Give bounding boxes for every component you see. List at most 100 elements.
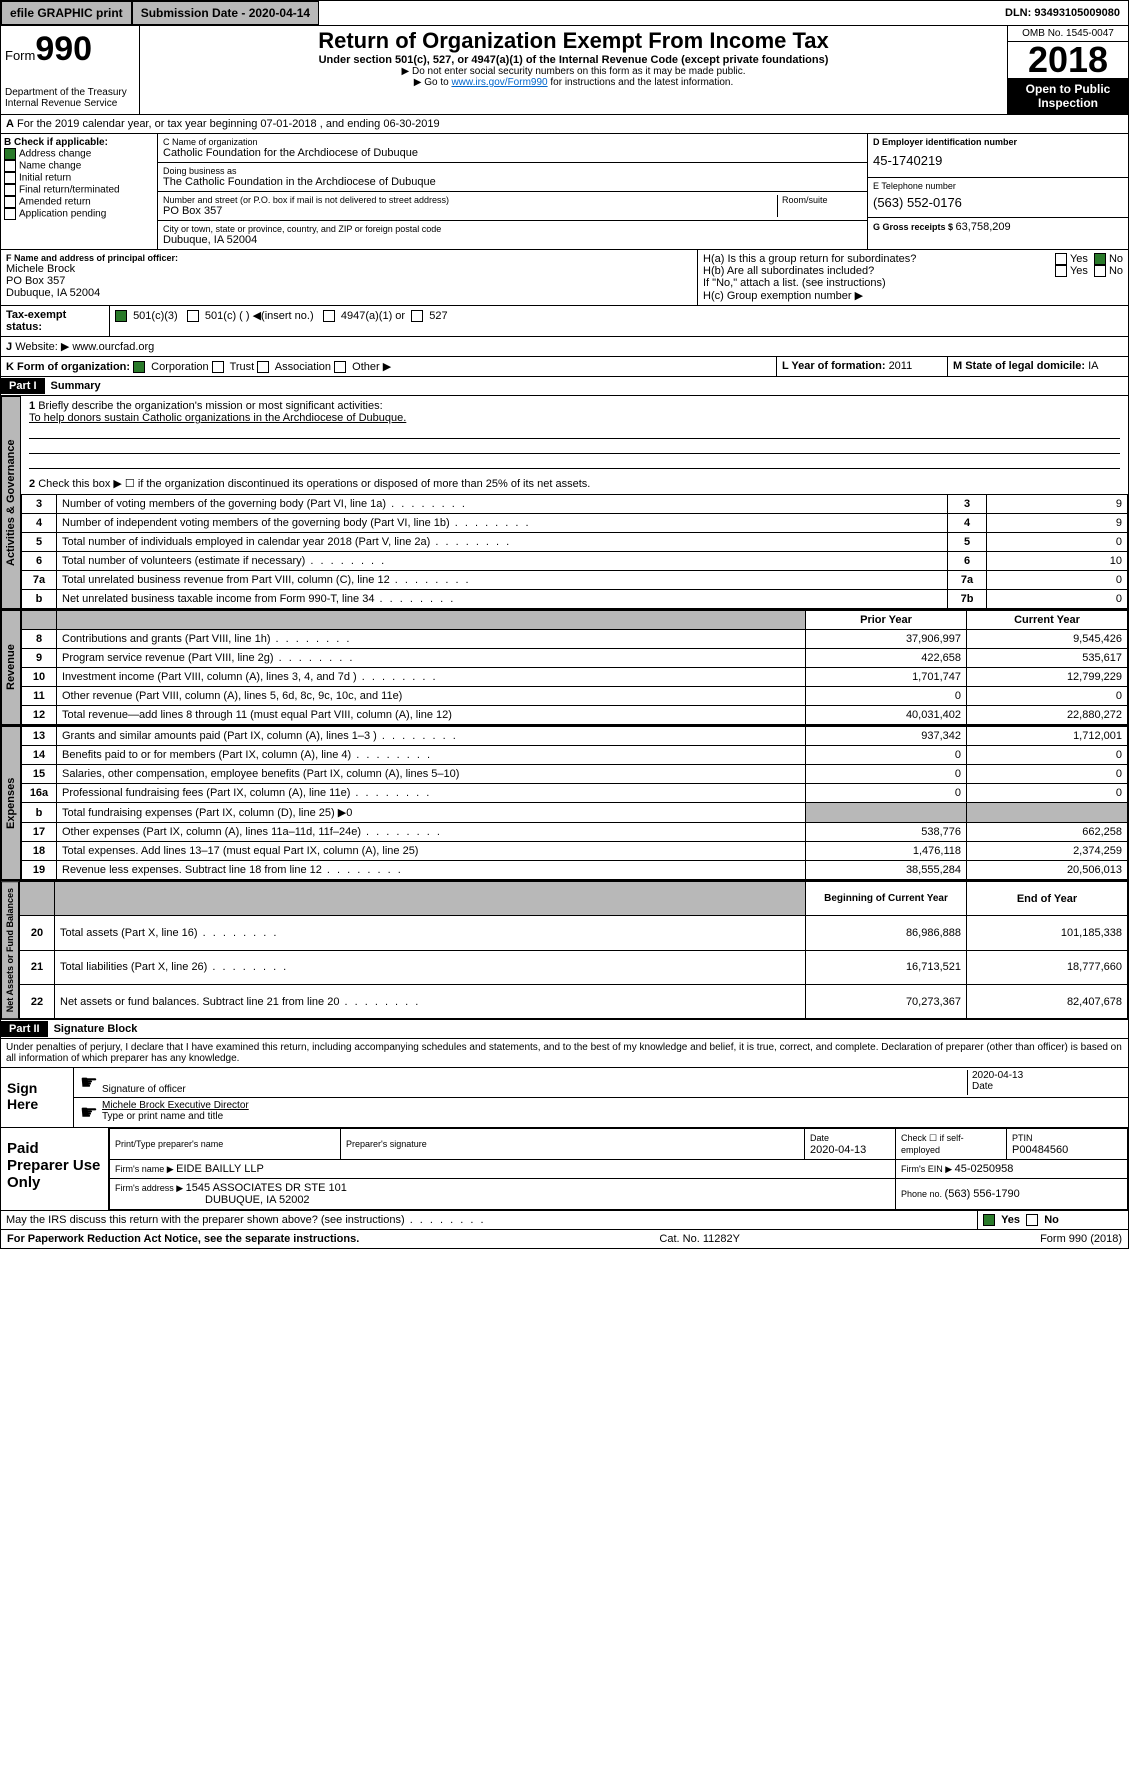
footer-right: Form 990 (2018) [1040, 1233, 1122, 1245]
section-f-h: F Name and address of principal officer:… [0, 250, 1129, 306]
discuss-yes-label: Yes [1001, 1214, 1020, 1226]
line-21-desc: Total liabilities (Part X, line 26) [55, 950, 806, 984]
final-return-checkbox[interactable] [4, 184, 16, 196]
prep-date-label: Date [810, 1133, 829, 1143]
q2-label: Check this box ▶ ☐ if the organization d… [38, 478, 590, 490]
k-label: K Form of organization: [6, 361, 130, 373]
line-7b-desc: Net unrelated business taxable income fr… [57, 590, 948, 609]
assoc-checkbox[interactable] [257, 361, 269, 373]
line-8-curr: 9,545,426 [967, 630, 1128, 649]
line-8-prior: 37,906,997 [806, 630, 967, 649]
g-label: G Gross receipts $ [873, 222, 956, 232]
firm-addr-label: Firm's address ▶ [115, 1183, 186, 1193]
line-10-curr: 12,799,229 [967, 668, 1128, 687]
ha-yes-checkbox[interactable] [1055, 253, 1067, 265]
open-public-badge: Open to Public Inspection [1008, 78, 1128, 114]
city-value: Dubuque, IA 52004 [163, 234, 862, 246]
footer-left: For Paperwork Reduction Act Notice, see … [7, 1233, 359, 1245]
no-label-2: No [1109, 265, 1123, 277]
ein-value: 45-1740219 [873, 147, 1123, 174]
ptin-value: P00484560 [1012, 1144, 1068, 1156]
amended-label: Amended return [19, 197, 91, 208]
address-change-label: Address change [19, 149, 91, 160]
form-subtitle: Under section 501(c), 527, or 4947(a)(1)… [146, 54, 1001, 66]
line-7a-desc: Total unrelated business revenue from Pa… [57, 571, 948, 590]
net-assets-table: Beginning of Current YearEnd of Year 20T… [19, 881, 1128, 1019]
line-21-end: 18,777,660 [967, 950, 1128, 984]
part-1-header: Part I [1, 378, 45, 394]
submission-date-button[interactable]: Submission Date - 2020-04-14 [132, 1, 319, 25]
501c-checkbox[interactable] [187, 310, 199, 322]
line-14-prior: 0 [806, 746, 967, 765]
527-checkbox[interactable] [411, 310, 423, 322]
e-label: E Telephone number [873, 181, 1123, 191]
corp-checkbox[interactable] [133, 361, 145, 373]
firm-addr: 1545 ASSOCIATES DR STE 101 [186, 1182, 347, 1194]
discuss-yes-checkbox[interactable] [983, 1214, 995, 1226]
hb-label: H(b) Are all subordinates included? [703, 265, 1055, 277]
discuss-no-label: No [1044, 1214, 1059, 1226]
governance-table: 3Number of voting members of the governi… [21, 494, 1128, 609]
part-1-title: Summary [45, 377, 107, 395]
line-12-desc: Total revenue—add lines 8 through 11 (mu… [57, 706, 806, 725]
line-17-prior: 538,776 [806, 823, 967, 842]
prior-year-hdr: Prior Year [806, 611, 967, 630]
ha-no-checkbox[interactable] [1094, 253, 1106, 265]
ptin-label: PTIN [1012, 1133, 1033, 1143]
line-13-curr: 1,712,001 [967, 727, 1128, 746]
line-20-desc: Total assets (Part X, line 16) [55, 916, 806, 950]
sig-date-label: Date [972, 1081, 993, 1092]
irs-link[interactable]: www.irs.gov/Form990 [451, 77, 547, 88]
line-16a-desc: Professional fundraising fees (Part IX, … [57, 784, 806, 803]
paid-preparer-area: Paid Preparer Use Only Print/Type prepar… [0, 1128, 1129, 1211]
initial-return-label: Initial return [19, 173, 71, 184]
dba-value: The Catholic Foundation in the Archdioce… [163, 176, 862, 188]
line-20-beg: 86,986,888 [806, 916, 967, 950]
perjury-text: Under penalties of perjury, I declare th… [1, 1039, 1128, 1067]
city-label: City or town, state or province, country… [163, 224, 862, 234]
app-pending-checkbox[interactable] [4, 208, 16, 220]
addr-value: PO Box 357 [163, 205, 777, 217]
line-3-desc: Number of voting members of the governin… [57, 495, 948, 514]
note-2-post: for instructions and the latest informat… [548, 77, 734, 88]
app-pending-label: Application pending [19, 209, 106, 220]
line-19-desc: Revenue less expenses. Subtract line 18 … [57, 861, 806, 880]
page-footer: For Paperwork Reduction Act Notice, see … [0, 1230, 1129, 1249]
line-22-end: 82,407,678 [967, 984, 1128, 1018]
4947-checkbox[interactable] [323, 310, 335, 322]
initial-return-checkbox[interactable] [4, 172, 16, 184]
vtab-revenue: Revenue [1, 610, 21, 725]
line-18-prior: 1,476,118 [806, 842, 967, 861]
discuss-label: May the IRS discuss this return with the… [6, 1214, 486, 1226]
line-5-desc: Total number of individuals employed in … [57, 533, 948, 552]
hb2-label: If "No," attach a list. (see instruction… [703, 277, 1123, 289]
501c3-checkbox[interactable] [115, 310, 127, 322]
efile-print-button[interactable]: efile GRAPHIC print [1, 1, 132, 25]
line-12-curr: 22,880,272 [967, 706, 1128, 725]
name-change-checkbox[interactable] [4, 160, 16, 172]
address-change-checkbox[interactable] [4, 148, 16, 160]
hb-yes-checkbox[interactable] [1055, 265, 1067, 277]
hc-label: H(c) Group exemption number ▶ [703, 289, 1123, 302]
q1-label: Briefly describe the organization's miss… [38, 400, 382, 412]
expenses-table: 13Grants and similar amounts paid (Part … [21, 726, 1128, 880]
line-15-prior: 0 [806, 765, 967, 784]
hb-no-checkbox[interactable] [1094, 265, 1106, 277]
self-employed-label: Check ☐ if self-employed [901, 1133, 964, 1155]
line-20-end: 101,185,338 [967, 916, 1128, 950]
dept-label: Department of the Treasury [5, 87, 135, 98]
firm-phone: (563) 556-1790 [945, 1188, 1020, 1200]
q1-answer: To help donors sustain Catholic organiza… [29, 412, 406, 424]
other-checkbox[interactable] [334, 361, 346, 373]
line-19-prior: 38,555,284 [806, 861, 967, 880]
trust-checkbox[interactable] [212, 361, 224, 373]
line-16a-prior: 0 [806, 784, 967, 803]
line-22-desc: Net assets or fund balances. Subtract li… [55, 984, 806, 1018]
line-19-curr: 20,506,013 [967, 861, 1128, 880]
form-number: 990 [35, 30, 92, 68]
amended-checkbox[interactable] [4, 196, 16, 208]
discuss-no-checkbox[interactable] [1026, 1214, 1038, 1226]
m-label: M State of legal domicile: [953, 360, 1088, 372]
name-change-label: Name change [19, 161, 81, 172]
line-13-desc: Grants and similar amounts paid (Part IX… [57, 727, 806, 746]
